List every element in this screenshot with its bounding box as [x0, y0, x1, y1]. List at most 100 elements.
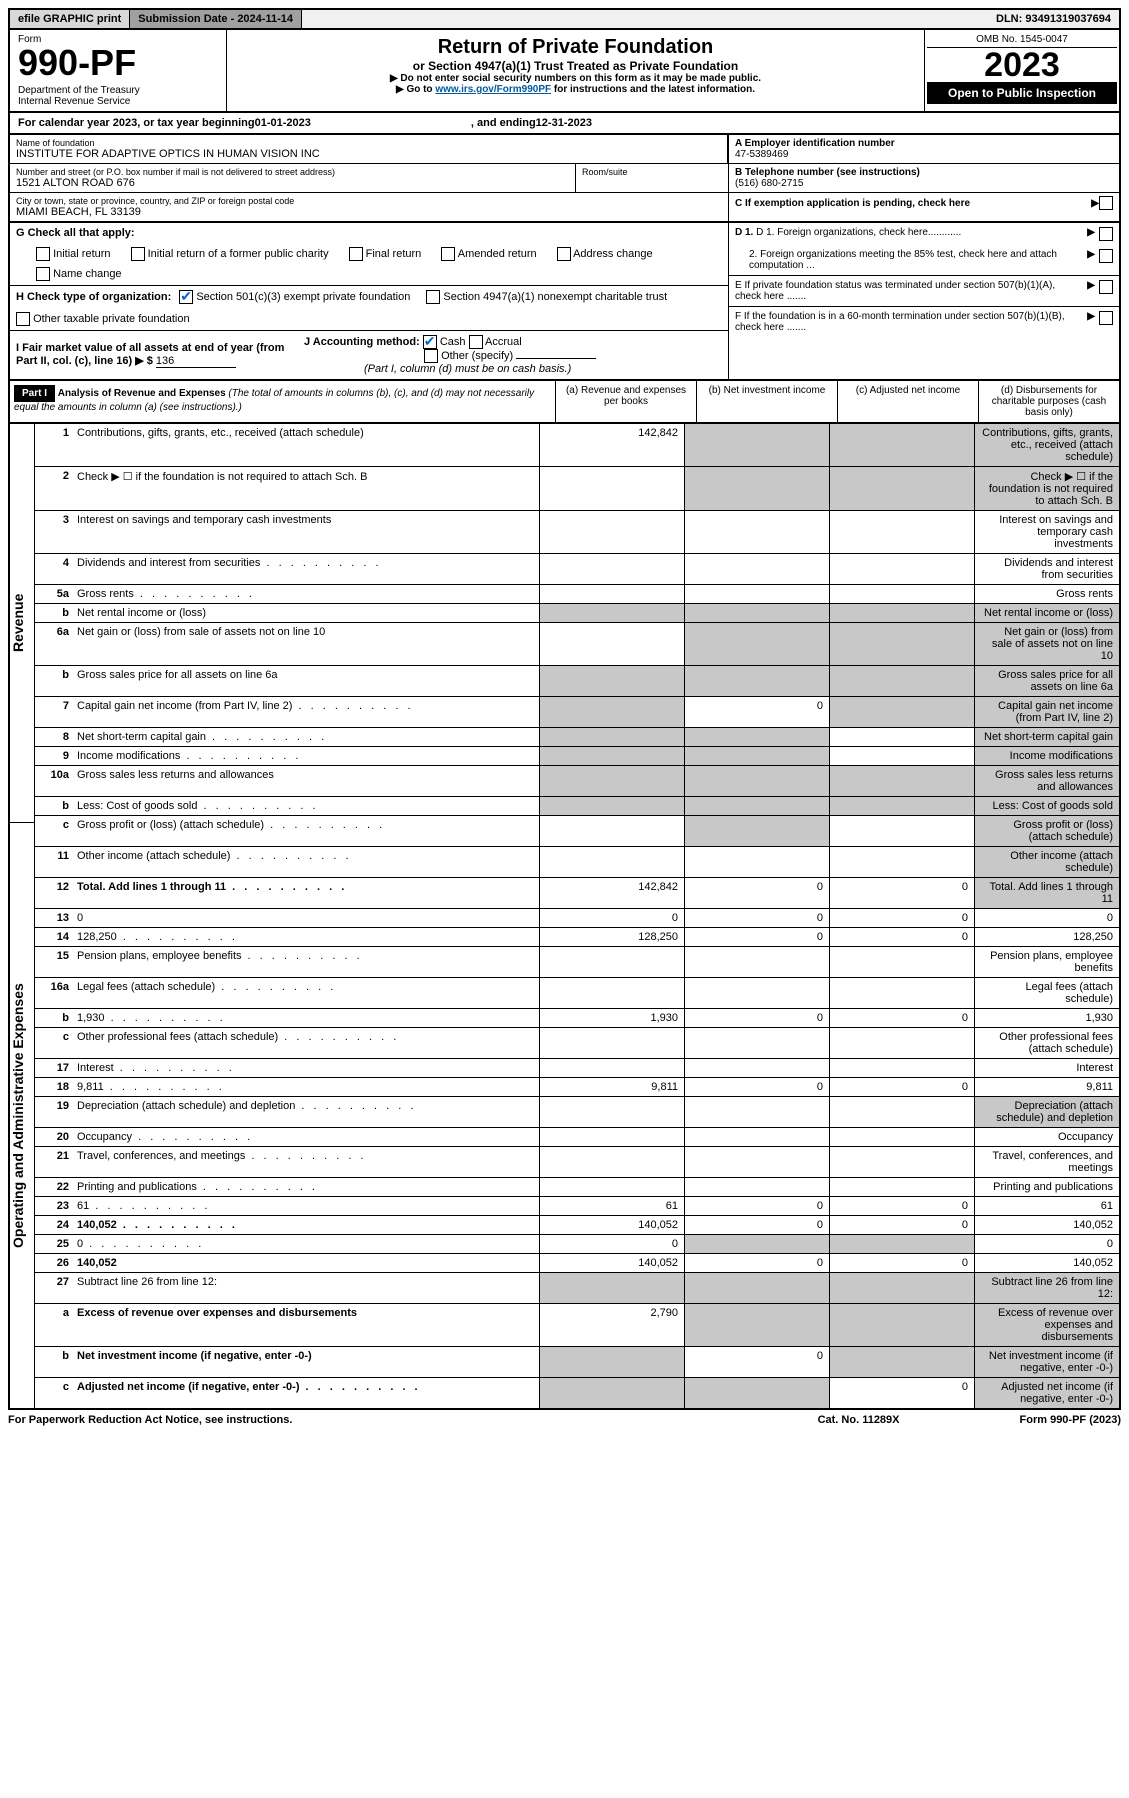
cell-c: 0	[829, 1254, 974, 1272]
cell-d: Excess of revenue over expenses and disb…	[974, 1304, 1119, 1346]
cell-a	[539, 697, 684, 727]
row-desc: Occupancy	[73, 1128, 539, 1146]
cell-a: 142,842	[539, 878, 684, 908]
revenue-side-label: Revenue	[10, 424, 34, 823]
cell-b	[684, 1028, 829, 1058]
part1-header: Part I Analysis of Revenue and Expenses …	[8, 381, 1121, 424]
row-desc: 0	[73, 1235, 539, 1253]
cell-a: 0	[539, 909, 684, 927]
cell-d: Contributions, gifts, grants, etc., rece…	[974, 424, 1119, 466]
h-501c3-checkbox[interactable]	[179, 290, 193, 304]
row-number: 22	[35, 1178, 73, 1196]
table-row: bLess: Cost of goods soldLess: Cost of g…	[35, 797, 1119, 816]
table-row: 3Interest on savings and temporary cash …	[35, 511, 1119, 554]
j-other-checkbox[interactable]	[424, 349, 438, 363]
table-row: cAdjusted net income (if negative, enter…	[35, 1378, 1119, 1408]
cell-b: 0	[684, 1254, 829, 1272]
addr-label: Number and street (or P.O. box number if…	[16, 167, 569, 177]
table-row: 16aLegal fees (attach schedule)Legal fee…	[35, 978, 1119, 1009]
row-desc: Adjusted net income (if negative, enter …	[73, 1378, 539, 1408]
row-number: 18	[35, 1078, 73, 1096]
open-public-badge: Open to Public Inspection	[927, 82, 1117, 104]
table-row: 5aGross rentsGross rents	[35, 585, 1119, 604]
cell-d: Adjusted net income (if negative, enter …	[974, 1378, 1119, 1408]
c-checkbox[interactable]	[1099, 196, 1113, 210]
h-other-checkbox[interactable]	[16, 312, 30, 326]
form-title: Return of Private Foundation	[233, 36, 918, 59]
g-name-checkbox[interactable]	[36, 267, 50, 281]
cell-d: 9,811	[974, 1078, 1119, 1096]
h-4947-checkbox[interactable]	[426, 290, 440, 304]
name-label: Name of foundation	[16, 138, 721, 148]
instructions-link[interactable]: www.irs.gov/Form990PF	[435, 84, 551, 95]
cell-d: 1,930	[974, 1009, 1119, 1027]
row-number: 21	[35, 1147, 73, 1177]
row-number: b	[35, 604, 73, 622]
cell-c	[829, 816, 974, 846]
cell-c: 0	[829, 1009, 974, 1027]
efile-label[interactable]: efile GRAPHIC print	[10, 10, 130, 28]
row-desc: Gross rents	[73, 585, 539, 603]
dept-label: Department of the Treasury Internal Reve…	[18, 85, 218, 107]
cell-a	[539, 467, 684, 510]
cell-a	[539, 1028, 684, 1058]
row-number: a	[35, 1304, 73, 1346]
cell-b	[684, 1147, 829, 1177]
cell-d: Occupancy	[974, 1128, 1119, 1146]
cell-c	[829, 1273, 974, 1303]
g-address-checkbox[interactable]	[557, 247, 571, 261]
row-number: 17	[35, 1059, 73, 1077]
row-number: 7	[35, 697, 73, 727]
row-desc: Total. Add lines 1 through 11	[73, 878, 539, 908]
cell-d: 128,250	[974, 928, 1119, 946]
cell-d: Gross sales price for all assets on line…	[974, 666, 1119, 696]
row-desc: Gross sales less returns and allowances	[73, 766, 539, 796]
cell-c: 0	[829, 928, 974, 946]
cell-b	[684, 511, 829, 553]
cat-number: Cat. No. 11289X	[818, 1414, 900, 1426]
row-desc: Gross sales price for all assets on line…	[73, 666, 539, 696]
calendar-year-row: For calendar year 2023, or tax year begi…	[8, 113, 1121, 135]
g-initial-checkbox[interactable]	[36, 247, 50, 261]
cell-b: 0	[684, 1078, 829, 1096]
cell-a: 128,250	[539, 928, 684, 946]
tax-year: 2023	[927, 48, 1117, 82]
table-row: cGross profit or (loss) (attach schedule…	[35, 816, 1119, 847]
cell-a	[539, 747, 684, 765]
city-state-zip: MIAMI BEACH, FL 33139	[16, 206, 722, 218]
row-number: b	[35, 666, 73, 696]
j-note: (Part I, column (d) must be on cash basi…	[364, 363, 571, 375]
submission-date: Submission Date - 2024-11-14	[130, 10, 302, 28]
j-cash-checkbox[interactable]	[423, 335, 437, 349]
d2-checkbox[interactable]	[1099, 249, 1113, 263]
d1-checkbox[interactable]	[1099, 227, 1113, 241]
cell-b: 0	[684, 1216, 829, 1234]
cell-c: 0	[829, 878, 974, 908]
row-desc: Subtract line 26 from line 12:	[73, 1273, 539, 1303]
row-desc: Dividends and interest from securities	[73, 554, 539, 584]
f-checkbox[interactable]	[1099, 311, 1113, 325]
year-begin: 01-01-2023	[255, 117, 311, 129]
j-accrual-checkbox[interactable]	[469, 335, 483, 349]
cell-d: Travel, conferences, and meetings	[974, 1147, 1119, 1177]
cell-d: 140,052	[974, 1216, 1119, 1234]
cell-a: 142,842	[539, 424, 684, 466]
cell-a	[539, 797, 684, 815]
cell-a: 2,790	[539, 1304, 684, 1346]
cell-b	[684, 604, 829, 622]
cell-a	[539, 1273, 684, 1303]
table-row: 11Other income (attach schedule)Other in…	[35, 847, 1119, 878]
foundation-name: INSTITUTE FOR ADAPTIVE OPTICS IN HUMAN V…	[16, 148, 721, 160]
cell-d: Printing and publications	[974, 1178, 1119, 1196]
j-label: J Accounting method:	[304, 336, 420, 348]
e-checkbox[interactable]	[1099, 280, 1113, 294]
cell-b	[684, 847, 829, 877]
table-row: 21Travel, conferences, and meetingsTrave…	[35, 1147, 1119, 1178]
cell-d: 61	[974, 1197, 1119, 1215]
g-initial-former-checkbox[interactable]	[131, 247, 145, 261]
g-amended-checkbox[interactable]	[441, 247, 455, 261]
row-number: 8	[35, 728, 73, 746]
row-desc: Gross profit or (loss) (attach schedule)	[73, 816, 539, 846]
row-number: 3	[35, 511, 73, 553]
g-final-checkbox[interactable]	[349, 247, 363, 261]
